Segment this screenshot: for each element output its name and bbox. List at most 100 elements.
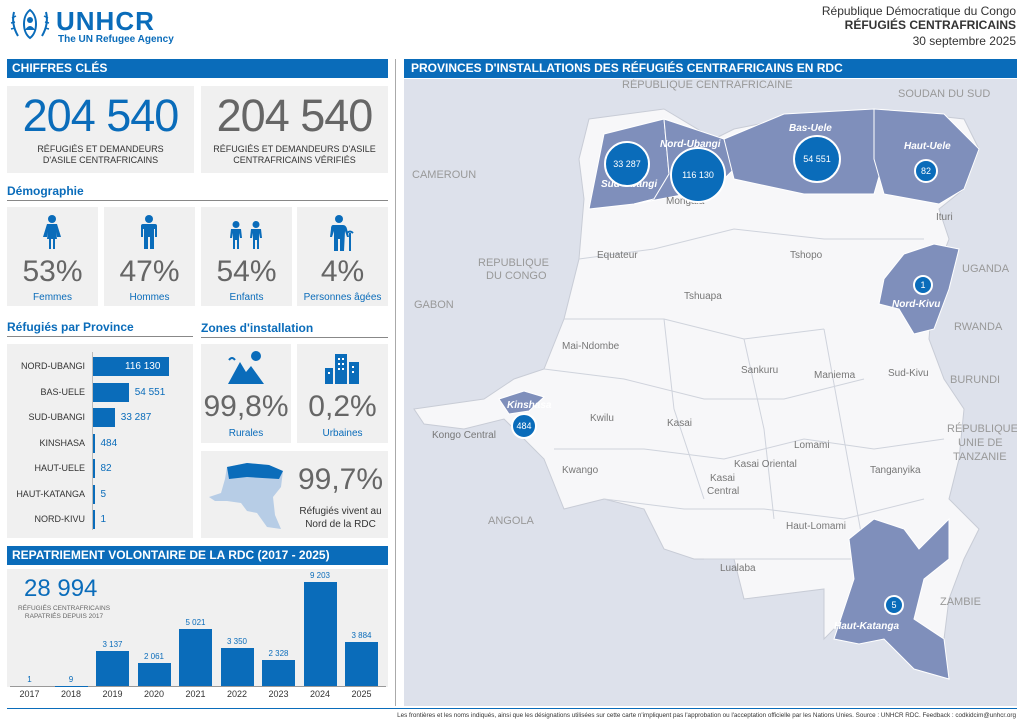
map-label-haut-katanga: Haut-Katanga bbox=[834, 621, 900, 632]
map-title: PROVINCES D'INSTALLATIONS DES RÉFUGIÉS C… bbox=[404, 59, 1017, 78]
province-value: 1 bbox=[100, 514, 107, 525]
province-label: BAS-UELE bbox=[40, 386, 85, 397]
map-label-kasai-central-line2: Central bbox=[707, 486, 740, 497]
footer-note: Les frontières et les noms indiqués, ain… bbox=[397, 712, 1016, 719]
repatriation-bar bbox=[303, 582, 337, 686]
bubble-nord-ubangi-value: 116 130 bbox=[682, 170, 714, 180]
column-divider bbox=[395, 59, 396, 706]
map-label-burundi: BURUNDI bbox=[950, 374, 1001, 386]
province-label: HAUT-UELE bbox=[34, 463, 85, 473]
map-label-nord-kivu: Nord-Kivu bbox=[892, 299, 941, 310]
map-label-haut-uele: Haut-Uele bbox=[904, 141, 951, 152]
map-label-tshuapa: Tshuapa bbox=[684, 291, 722, 302]
repatriation-bar bbox=[96, 650, 129, 686]
verified-refugees-value: 204 540 bbox=[216, 90, 374, 141]
repatriation-year-label: 2017 bbox=[19, 689, 40, 699]
map-label-rwanda: RWANDA bbox=[954, 321, 1003, 333]
province-bar bbox=[93, 382, 129, 402]
org-name: UNHCR bbox=[56, 6, 155, 36]
map-label-congo-line2: DU CONGO bbox=[486, 270, 547, 282]
north-share-label: Réfugiés vivent au Nord de la RDC bbox=[299, 506, 382, 530]
repatriation-value-label: 9 bbox=[68, 674, 74, 684]
bubble-nord-kivu-value: 1 bbox=[920, 280, 926, 290]
elderly-icon bbox=[330, 215, 354, 251]
provinces-panel bbox=[7, 344, 193, 538]
man-icon bbox=[141, 215, 157, 249]
north-share-value: 99,7% bbox=[297, 463, 384, 496]
province-label: NORD-UBANGI bbox=[20, 361, 85, 371]
province-label: SUD-UBANGI bbox=[28, 412, 85, 422]
urban-label: Urbaines bbox=[322, 428, 363, 439]
demo-elderly-label: Personnes âgées bbox=[303, 292, 382, 303]
urban-value: 0,2% bbox=[308, 390, 377, 423]
repatriation-value-label: 3 137 bbox=[102, 639, 123, 649]
province-label: NORD-KIVU bbox=[34, 514, 85, 524]
bubble-bas-uele: 54 551 bbox=[793, 135, 841, 183]
woman-icon bbox=[43, 215, 61, 249]
demo-card-children: 54% Enfants bbox=[201, 207, 292, 306]
map-label-kasai-central-line1: Kasai bbox=[710, 473, 736, 484]
province-label: HAUT-KATANGA bbox=[16, 488, 85, 499]
repatriation-bar bbox=[345, 642, 378, 686]
map-label-sudan: SOUDAN DU SUD bbox=[898, 88, 991, 100]
bubble-haut-katanga: 5 bbox=[884, 595, 904, 615]
repatriation-year-label: 2021 bbox=[185, 689, 206, 699]
map-label-lualaba: Lualaba bbox=[720, 563, 756, 574]
repatriation-title: REPATRIEMENT VOLONTAIRE DE LA RDC (2017 … bbox=[7, 546, 388, 565]
map-label-maniema: Maniema bbox=[814, 370, 856, 381]
drc-mini-map bbox=[209, 463, 283, 529]
map-label-sankuru: Sankuru bbox=[741, 365, 779, 376]
bubble-sud-ubangi-value: 33 287 bbox=[613, 159, 641, 169]
demo-women-label: Femmes bbox=[33, 292, 72, 303]
header-country: République Démocratique du Congo bbox=[821, 4, 1016, 18]
map-label-kwilu: Kwilu bbox=[590, 413, 614, 424]
provinces-axis bbox=[92, 352, 93, 530]
map-region-kinshasa bbox=[498, 390, 545, 415]
map-province-boundaries bbox=[543, 228, 945, 560]
map-label-gabon: GABON bbox=[414, 299, 454, 311]
bubble-haut-katanga-value: 5 bbox=[891, 600, 897, 610]
repatriation-year-label: 2024 bbox=[309, 689, 331, 699]
map-label-haut-lomami: Haut-Lomami bbox=[786, 521, 847, 532]
header-title: RÉFUGIÉS CENTRAFRICAINS bbox=[844, 18, 1016, 32]
repatriation-year-label: 2019 bbox=[102, 689, 123, 699]
bubble-haut-uele-value: 82 bbox=[920, 166, 931, 176]
province-value: 33 287 bbox=[120, 412, 152, 423]
bubble-sud-ubangi: 33 287 bbox=[604, 141, 650, 187]
map-label-zambia: ZAMBIE bbox=[940, 596, 981, 608]
map-label-kwango: Kwango bbox=[562, 465, 599, 476]
bubble-kinshasa: 484 bbox=[511, 413, 537, 439]
map-label-nord-ubangi: Nord-Ubangi bbox=[660, 139, 721, 150]
province-bar bbox=[93, 459, 95, 478]
province-value: 116 130 bbox=[125, 361, 161, 372]
province-bar bbox=[93, 357, 169, 376]
repatriation-value-label: 1 bbox=[27, 674, 32, 684]
demo-card-elderly: 4% Personnes âgées bbox=[297, 207, 388, 306]
province-bar bbox=[93, 484, 95, 504]
map-label-tanzania-line3: TANZANIE bbox=[953, 451, 1007, 463]
map-label-bas-uele: Bas-Uele bbox=[789, 123, 832, 134]
province-value: 54 551 bbox=[134, 386, 166, 398]
map-label-angola: ANGOLA bbox=[488, 515, 534, 527]
children-icon bbox=[230, 221, 262, 249]
repatriation-baseline bbox=[10, 686, 386, 687]
map-label-kongo-central: Kongo Central bbox=[432, 430, 496, 441]
repatriation-year-label: 2018 bbox=[60, 689, 82, 699]
province-bar bbox=[93, 510, 95, 529]
demo-card-men: 47% Hommes bbox=[104, 207, 195, 306]
province-value: 82 bbox=[100, 463, 112, 474]
provinces-title: Réfugiés par Province bbox=[7, 320, 134, 334]
province-bar bbox=[93, 433, 95, 453]
total-refugees-value: 204 540 bbox=[22, 90, 180, 141]
total-refugees-card: 204 540 RÉFUGIÉS ET DEMANDEURS D'ASILE C… bbox=[7, 86, 194, 173]
repatriation-bar bbox=[220, 648, 254, 686]
map-label-car: RÉPUBLIQUE CENTRAFRICAINE bbox=[622, 79, 793, 91]
map-label-congo-line1: REPUBLIQUE bbox=[478, 257, 549, 269]
map-label-tanganyika: Tanganyika bbox=[870, 465, 921, 476]
repatriation-value-label: 3 884 bbox=[351, 631, 372, 641]
footer-rule bbox=[7, 708, 1017, 709]
province-value: 5 bbox=[100, 488, 107, 500]
rural-value: 99,8% bbox=[203, 390, 289, 423]
verified-refugees-caption: RÉFUGIÉS ET DEMANDEURS D'ASILE CENTRAFRI… bbox=[213, 144, 376, 165]
mountain-icon bbox=[228, 351, 264, 384]
